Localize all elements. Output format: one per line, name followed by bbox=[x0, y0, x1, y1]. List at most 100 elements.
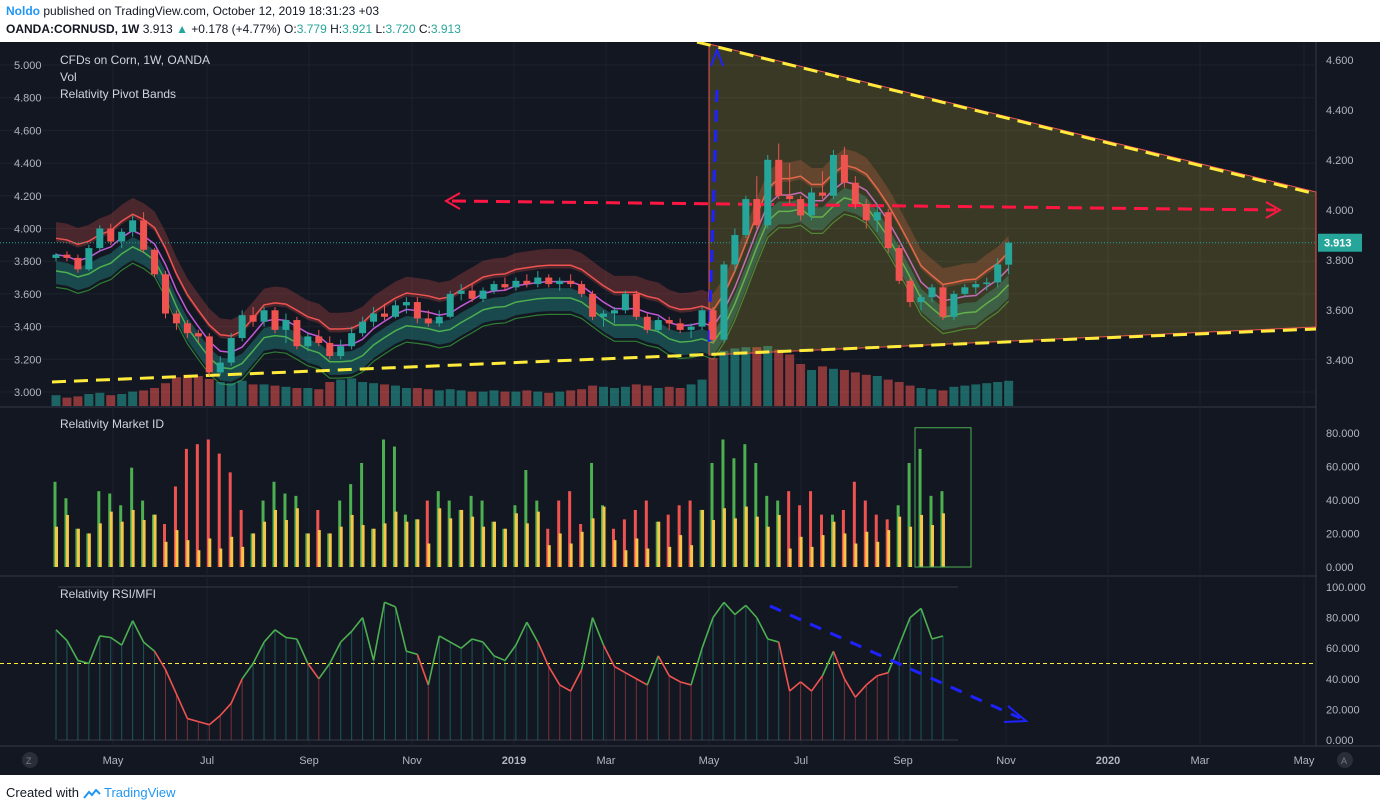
candle-body bbox=[928, 287, 936, 298]
triangle-pattern bbox=[708, 43, 1317, 356]
rsi-tick: 80.000 bbox=[1326, 613, 1360, 625]
rsi-line-segment bbox=[384, 601, 396, 608]
chart-canvas[interactable]: CFDs on Corn, 1W, OANDA Vol Relativity Piv… bbox=[0, 42, 1380, 775]
rsi-line-segment bbox=[635, 678, 648, 686]
rsi-line-segment bbox=[734, 604, 747, 616]
pivot-green-line bbox=[55, 197, 1010, 370]
rsi-line-segment bbox=[920, 608, 933, 640]
volume-bar bbox=[215, 382, 225, 406]
rsi-tick: 100.000 bbox=[1326, 582, 1366, 594]
volume-bar bbox=[511, 391, 521, 406]
volume-bar bbox=[522, 390, 532, 406]
time-axis-label: Jul bbox=[200, 755, 214, 767]
volume-bar bbox=[642, 385, 652, 406]
candle-body bbox=[457, 290, 465, 294]
market-id-bar-secondary bbox=[766, 526, 770, 567]
market-id-bar-secondary bbox=[755, 516, 759, 567]
market-id-bar bbox=[217, 453, 221, 567]
market-id-bar-secondary bbox=[744, 506, 748, 567]
candle-body bbox=[523, 280, 531, 285]
market-id-bar-secondary bbox=[613, 540, 617, 567]
volume-bar bbox=[599, 386, 608, 406]
market-id-bar-secondary bbox=[153, 514, 157, 567]
left-price-tick: 3.600 bbox=[14, 289, 42, 301]
market-id-bar-secondary bbox=[569, 543, 573, 567]
candle-body bbox=[950, 293, 958, 317]
volume-bar bbox=[423, 389, 433, 406]
candle-body bbox=[118, 231, 126, 242]
candle-body bbox=[183, 323, 191, 334]
volume-bar bbox=[150, 388, 160, 406]
rsi-line-segment bbox=[625, 671, 637, 680]
red-arrow-head-left bbox=[443, 192, 461, 210]
rsi-line-segment bbox=[701, 617, 714, 649]
market-id-bar-secondary bbox=[810, 546, 814, 567]
rsi-line-segment bbox=[438, 635, 451, 643]
market-id-bar-secondary bbox=[876, 541, 880, 567]
rsi-line-segment bbox=[756, 617, 769, 640]
volume-bar bbox=[259, 384, 269, 406]
volume-bar bbox=[960, 385, 970, 406]
market-id-bar bbox=[590, 462, 594, 567]
candle-body bbox=[895, 248, 903, 281]
volume-bar bbox=[369, 383, 379, 406]
market-id-bar bbox=[710, 462, 714, 567]
market-id-bar-secondary bbox=[219, 548, 223, 567]
right-price-tick: 4.200 bbox=[1326, 155, 1354, 167]
rsi-line-segment bbox=[77, 659, 90, 665]
market-id-bar bbox=[666, 514, 670, 567]
candle-body bbox=[468, 290, 476, 299]
rsi-tick: 60.000 bbox=[1326, 643, 1360, 655]
volume-bar bbox=[347, 378, 357, 406]
right-price-tick: 3.600 bbox=[1326, 305, 1354, 317]
market-id-bar-secondary bbox=[317, 530, 321, 567]
market-id-bar bbox=[721, 439, 725, 567]
market-id-bar bbox=[809, 491, 813, 567]
candle-body bbox=[205, 336, 213, 373]
rsi-line-segment bbox=[482, 641, 495, 657]
rsi-line-segment bbox=[187, 717, 199, 723]
candle-body bbox=[413, 302, 421, 319]
rsi-line-segment bbox=[777, 641, 791, 692]
rsi-line-segment bbox=[427, 635, 441, 686]
market-id-bar-secondary bbox=[679, 535, 683, 567]
rsi-line-segment bbox=[296, 638, 309, 664]
volume-bar bbox=[577, 389, 587, 406]
market-id-bar-secondary bbox=[350, 514, 354, 567]
market-id-tick: 80.000 bbox=[1326, 428, 1360, 440]
candle-body bbox=[85, 248, 93, 270]
market-id-bar bbox=[918, 448, 922, 567]
candle-body bbox=[260, 310, 268, 322]
rsi-line-segment bbox=[131, 620, 145, 643]
volume-bar bbox=[281, 386, 291, 406]
left-price-tick: 3.800 bbox=[14, 256, 42, 268]
rsi-line-segment bbox=[767, 638, 779, 643]
volume-bar bbox=[927, 389, 937, 406]
market-id-bar-secondary bbox=[339, 526, 343, 567]
right-price-tick: 4.400 bbox=[1326, 105, 1354, 117]
volume-bar bbox=[193, 376, 203, 406]
pivot-green-lower-line bbox=[55, 213, 1010, 386]
market-id-bar-secondary bbox=[241, 546, 245, 567]
rsi-line-segment bbox=[569, 669, 583, 692]
candle-body bbox=[753, 199, 761, 226]
market-id-bar-secondary bbox=[438, 508, 442, 567]
timezone-icon: Z bbox=[26, 756, 32, 766]
volume-bar bbox=[916, 388, 926, 406]
author-name[interactable]: Noldo bbox=[6, 4, 40, 18]
market-id-bar-secondary bbox=[274, 509, 277, 567]
rsi-line-segment bbox=[580, 617, 594, 670]
candle-body bbox=[720, 264, 728, 340]
candle-body bbox=[348, 333, 356, 347]
main-legend-item: Relativity Pivot Bands bbox=[60, 87, 176, 101]
volume-bar bbox=[51, 395, 61, 406]
close-label: C: bbox=[418, 22, 431, 36]
candle-body bbox=[698, 310, 706, 327]
rsi-line-segment bbox=[723, 601, 736, 616]
tradingview-brand[interactable]: TradingView bbox=[104, 785, 176, 800]
rsi-line-segment bbox=[887, 644, 900, 673]
rsi-line-segment bbox=[164, 669, 178, 695]
highlight-box bbox=[914, 427, 972, 568]
rsi-line-segment bbox=[854, 684, 867, 698]
market-id-bar-secondary bbox=[635, 538, 639, 567]
